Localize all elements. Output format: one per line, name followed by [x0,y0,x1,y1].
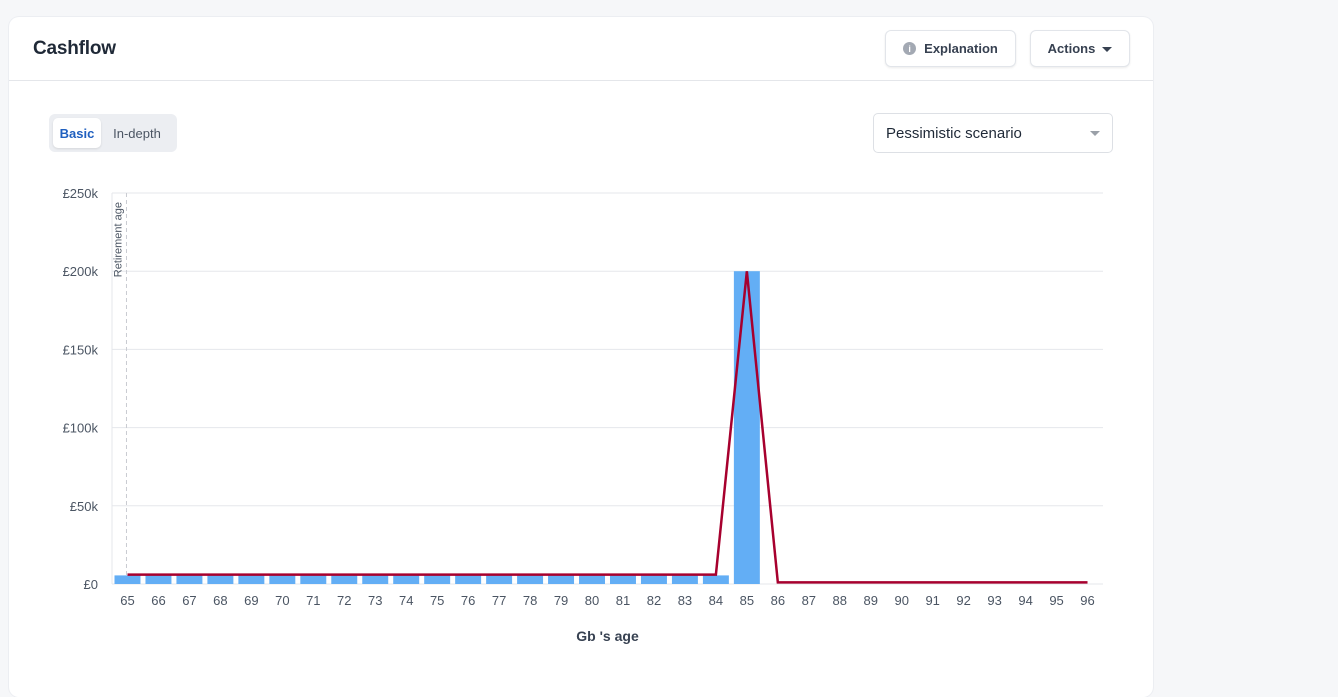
caret-down-icon [1102,47,1113,52]
cashflow-card: Cashflow i Explanation Actions Basic In-… [9,17,1153,697]
x-tick-label: 86 [771,593,785,608]
scenario-select[interactable]: Pessimistic scenario [873,113,1113,153]
x-tick-label: 83 [678,593,692,608]
x-tick-label: 90 [894,593,908,608]
x-tick-label: 92 [956,593,970,608]
bar [114,575,141,584]
x-tick-label: 79 [554,593,568,608]
bar [145,575,172,584]
x-tick-label: 94 [1018,593,1032,608]
x-tick-label: 84 [709,593,723,608]
x-tick-label: 81 [616,593,630,608]
bar [455,575,482,584]
x-tick-label: 74 [399,593,413,608]
x-tick-label: 65 [120,593,134,608]
y-tick-label: £100k [63,421,99,436]
x-tick-label: 87 [802,593,816,608]
bar [579,575,605,584]
actions-button[interactable]: Actions [1030,30,1130,67]
explanation-label: Explanation [924,41,998,56]
toggle-basic[interactable]: Basic [53,118,101,148]
x-tick-label: 67 [182,593,196,608]
bar [733,271,760,584]
x-tick-label: 75 [430,593,444,608]
scenario-select-value: Pessimistic scenario [886,124,1022,142]
explanation-button[interactable]: i Explanation [885,30,1016,67]
x-tick-label: 89 [864,593,878,608]
bar [424,575,451,584]
toggle-in-depth[interactable]: In-depth [113,125,161,141]
x-tick-label: 93 [987,593,1001,608]
x-tick-label: 66 [151,593,165,608]
chevron-down-icon [1090,131,1100,136]
y-tick-label: £250k [63,186,99,201]
y-tick-label: £200k [63,264,99,279]
x-tick-label: 78 [523,593,537,608]
y-tick-label: £50k [70,499,99,514]
x-tick-label: 70 [275,593,289,608]
x-tick-label: 68 [213,593,227,608]
x-tick-label: 77 [492,593,506,608]
x-tick-label: 85 [740,593,754,608]
x-tick-label: 82 [647,593,661,608]
bar [176,575,203,584]
bar [331,575,358,584]
x-tick-label: 69 [244,593,258,608]
bar [393,575,420,584]
card-header: Cashflow i Explanation Actions [9,17,1153,81]
bar [207,575,234,584]
y-tick-label: £0 [84,577,98,592]
bar [517,575,544,584]
bar [671,575,698,584]
page-title: Cashflow [33,38,116,59]
x-axis-label: Gb 's age [576,628,639,644]
view-toggle: Basic In-depth [49,114,177,152]
retirement-age-label: Retirement age [112,202,124,277]
x-tick-label: 96 [1080,593,1094,608]
x-tick-label: 73 [368,593,382,608]
y-tick-label: £150k [63,342,99,357]
bar [362,575,389,584]
bar [610,575,636,584]
x-tick-label: 88 [833,593,847,608]
bar [300,575,327,584]
series-line [127,271,1088,584]
bar [269,575,296,584]
bar [238,575,265,584]
x-tick-label: 76 [461,593,475,608]
x-tick-label: 95 [1049,593,1063,608]
x-tick-label: 72 [337,593,351,608]
info-icon: i [903,42,917,55]
bar [548,575,575,584]
bar [702,575,729,584]
actions-label: Actions [1047,41,1096,56]
bar [640,575,667,584]
x-tick-label: 80 [585,593,599,608]
cashflow-chart: £0 £50k £100k £150k £200k £250k Retirement age… [63,186,1103,644]
bar [486,575,513,584]
x-tick-label: 71 [306,593,320,608]
x-tick-label: 91 [925,593,939,608]
